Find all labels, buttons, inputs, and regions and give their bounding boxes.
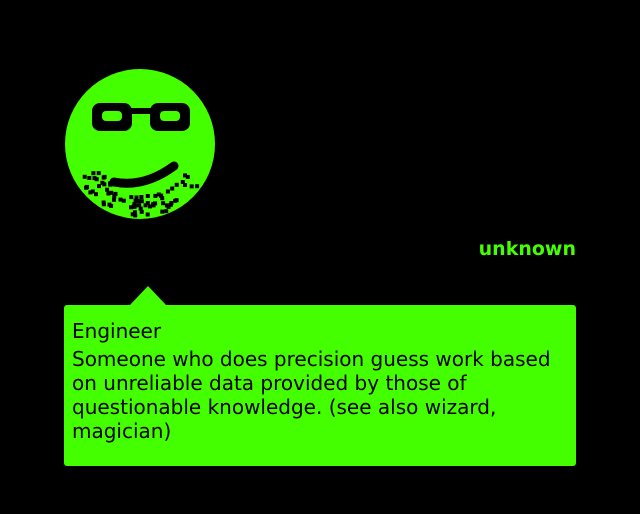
- definition-card: Engineer Someone who does precision gues…: [64, 305, 576, 466]
- sunglasses-smiley-icon: [64, 68, 216, 220]
- term-definition: Someone who does precision guess work ba…: [72, 347, 551, 443]
- author-name: unknown: [478, 238, 576, 260]
- bubble-pointer: [129, 286, 167, 306]
- term-title: Engineer: [72, 319, 162, 343]
